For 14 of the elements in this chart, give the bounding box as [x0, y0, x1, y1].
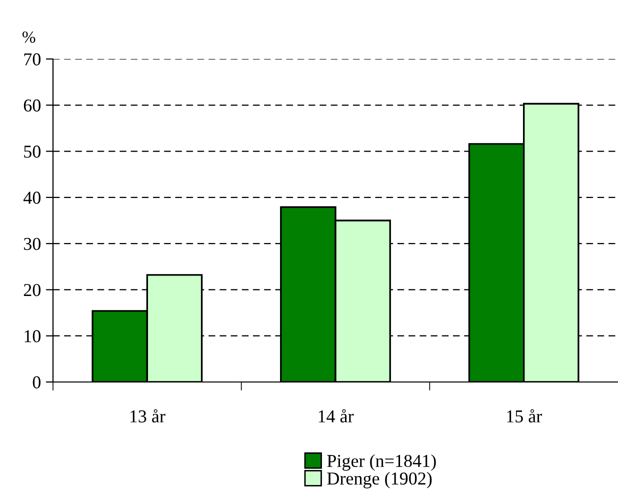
- x-tick-label: 15 år: [507, 409, 542, 422]
- y-tick-label: 0: [32, 376, 41, 388]
- y-tick-label: 50: [24, 146, 41, 158]
- y-tick-label: 40: [23, 192, 41, 204]
- x-tick-label: 13 år: [130, 409, 166, 422]
- legend-label: Drenge (1902): [327, 472, 432, 488]
- y-tick-label: 70: [24, 53, 41, 66]
- legend-label: Piger (n=1841): [327, 454, 436, 471]
- x-tick-label: 14 år: [318, 409, 354, 422]
- y-axis-title: %: [22, 31, 36, 43]
- y-tick-label: 30: [24, 238, 41, 250]
- y-tick-label: 10: [24, 330, 41, 342]
- y-tick-label: 20: [24, 284, 41, 296]
- y-tick-label: 60: [24, 99, 41, 112]
